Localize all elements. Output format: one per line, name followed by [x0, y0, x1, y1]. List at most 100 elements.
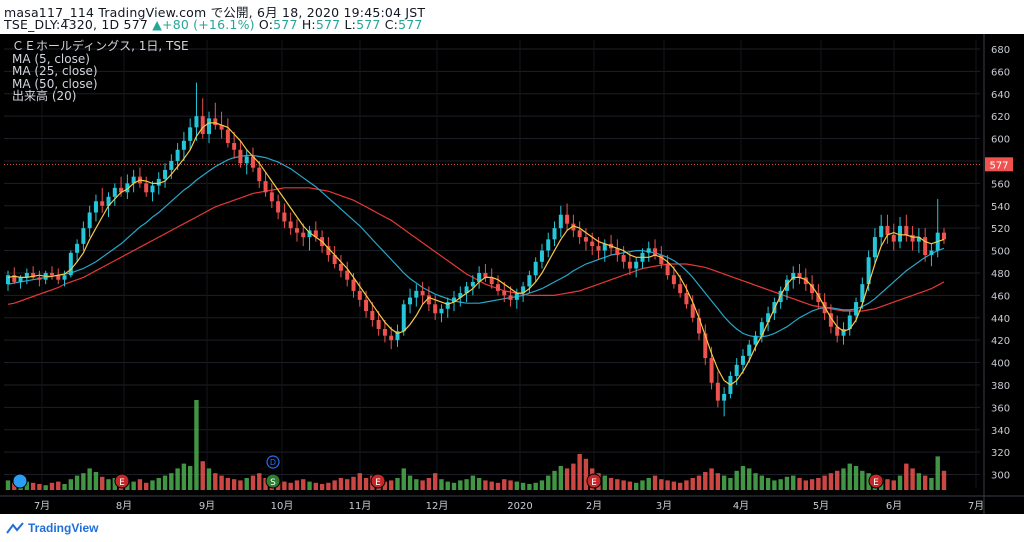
volume-bar — [351, 476, 356, 490]
candle-body — [93, 201, 98, 213]
volume-bar — [282, 481, 287, 490]
candle-body — [389, 335, 394, 341]
candle-body — [797, 272, 802, 278]
candle-body — [288, 221, 293, 229]
volume-bar — [451, 482, 457, 490]
candle-body — [408, 297, 413, 305]
candle-body — [200, 116, 205, 135]
volume-bar — [200, 461, 205, 490]
volume-bar — [43, 485, 48, 490]
volume-bar — [489, 481, 494, 490]
candle-body — [904, 225, 909, 235]
marker-glyph: E — [873, 478, 879, 488]
volume-bar — [131, 481, 136, 490]
candle-body — [56, 275, 61, 280]
x-tick-label: 7月 — [968, 500, 984, 512]
marker-glyph: E — [375, 478, 381, 488]
last-price-badge — [985, 157, 1013, 172]
volume-bar — [721, 475, 727, 490]
candle-body — [929, 250, 934, 256]
volume-bar — [363, 478, 369, 490]
legend-ma50[interactable]: MA (50, close) — [12, 76, 98, 91]
marker-glyph: S — [270, 478, 276, 488]
volume-bar — [319, 484, 325, 490]
volume-bar — [822, 475, 827, 490]
volume-bar — [62, 484, 67, 490]
candle-body — [879, 225, 884, 238]
candle-body — [722, 393, 727, 401]
candle-body — [659, 255, 664, 264]
candle-body — [244, 156, 249, 164]
last-price-label: 577 — [989, 160, 1008, 171]
candle-body — [37, 277, 42, 280]
volume-bar — [910, 468, 915, 490]
y-tick-label: 300 — [991, 471, 1010, 482]
candle-body — [671, 275, 676, 285]
x-tick-label: 12月 — [426, 500, 449, 512]
candle-body — [709, 358, 714, 383]
volume-bar — [301, 479, 306, 490]
volume-bar — [665, 480, 670, 490]
y-tick-label: 440 — [991, 314, 1010, 325]
volume-bar — [728, 478, 733, 490]
candle-body — [923, 237, 928, 256]
candle-body — [68, 252, 73, 276]
y-tick-label: 340 — [991, 426, 1010, 437]
legend-ma25[interactable]: MA (25, close) — [12, 64, 98, 79]
candle-body — [351, 279, 356, 291]
candle-body — [213, 118, 218, 126]
candle-body — [207, 118, 212, 135]
candle-body — [565, 214, 570, 224]
volume-bar — [106, 479, 111, 490]
candle-body — [357, 290, 362, 300]
volume-bar — [791, 475, 796, 490]
x-tick-label: 11月 — [349, 500, 372, 512]
candle-body — [627, 261, 632, 269]
volume-bar — [627, 481, 633, 490]
legend-title[interactable]: ＣＥホールディングス, 1日, TSE — [12, 39, 189, 53]
y-tick-label: 520 — [991, 224, 1010, 235]
volume-bar — [508, 480, 513, 490]
candle-body — [464, 286, 469, 294]
volume-bar — [759, 475, 765, 490]
up-arrow-icon: ▲ — [152, 17, 163, 32]
price-chart[interactable]: 300 320 340 360 380 400 420 440 460 480 500 520 540 5… — [0, 34, 1024, 514]
volume-bar — [533, 482, 538, 490]
tradingview-logo[interactable]: TradingView — [6, 521, 98, 535]
candle-body — [816, 293, 821, 303]
candle-body — [759, 322, 764, 336]
candle-body — [332, 255, 337, 264]
candle-body — [433, 304, 438, 314]
volume-bar — [941, 470, 947, 490]
marker-glyph: E — [119, 478, 125, 488]
event-marker-ideas-icon — [12, 473, 28, 489]
volume-bar — [231, 479, 237, 490]
tradingview-icon — [6, 522, 24, 534]
chart-area[interactable] — [0, 34, 1024, 514]
x-tick-label: 2020 — [507, 501, 532, 512]
candle-body — [18, 277, 23, 282]
volume-bar — [797, 478, 802, 490]
brand-label: TradingView — [28, 521, 99, 535]
legend-ma5[interactable]: MA (5, close) — [12, 51, 90, 66]
candle-body — [847, 315, 852, 329]
volume-bar — [426, 478, 432, 490]
candle-body — [219, 125, 224, 130]
y-tick-label: 500 — [991, 247, 1010, 258]
candle-body — [263, 181, 268, 193]
volume-bar — [552, 470, 557, 490]
high-label: H: — [301, 17, 316, 32]
volume-bar — [68, 479, 74, 490]
volume-bar — [181, 463, 187, 490]
volume-bar — [238, 480, 243, 490]
volume-bar — [709, 468, 714, 490]
volume-bar — [206, 468, 212, 490]
x-tick-label: 5月 — [813, 500, 829, 512]
candle-body — [803, 277, 808, 285]
x-tick-label: 3月 — [656, 500, 672, 512]
candle-body — [194, 116, 199, 128]
legend-volume[interactable]: 出来高 (20) — [12, 89, 77, 104]
volume-bar — [847, 463, 852, 490]
x-tick-label: 2月 — [586, 500, 602, 512]
candle-body — [828, 313, 833, 327]
